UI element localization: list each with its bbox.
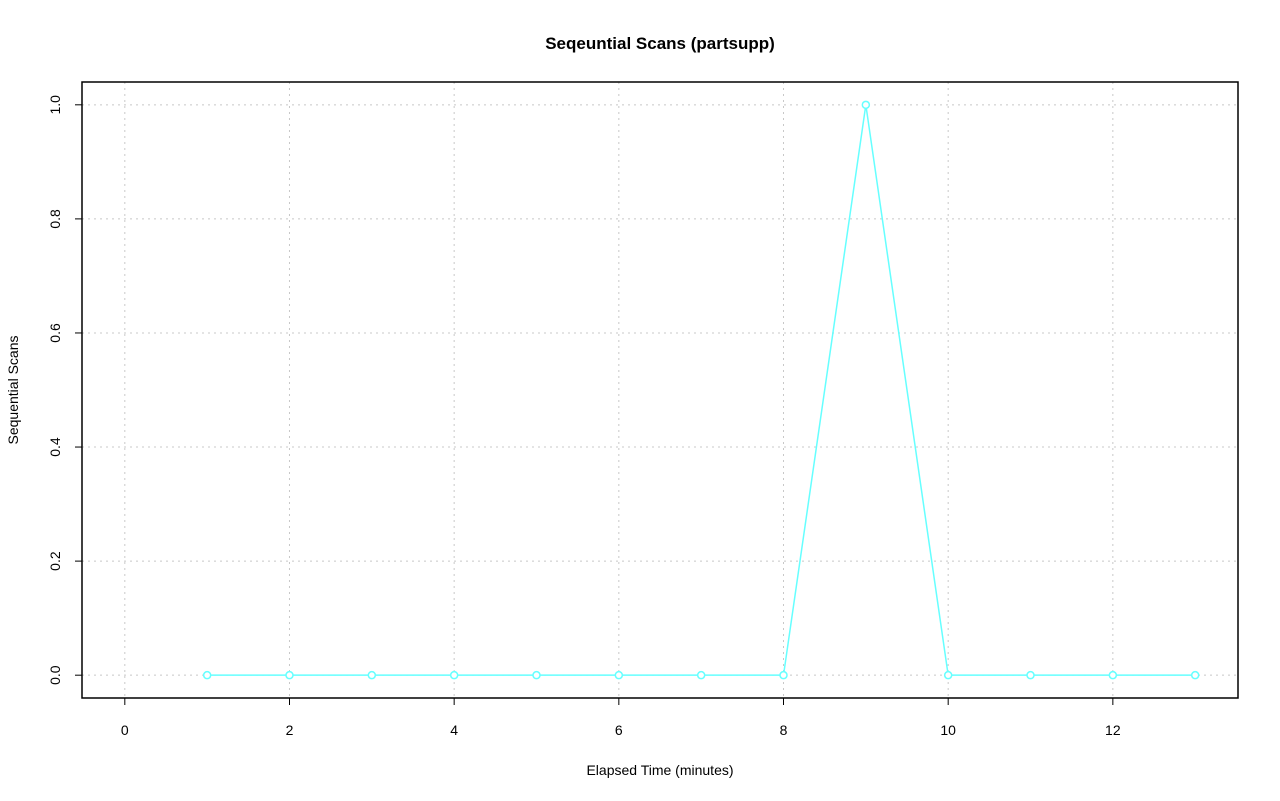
x-tick-label: 12 (1105, 722, 1121, 738)
data-point (1026, 670, 1035, 680)
plot-frame (81, 81, 1239, 699)
data-point (614, 670, 624, 680)
data-point (943, 670, 953, 680)
data-point (285, 670, 294, 680)
x-tick-label: 4 (450, 722, 458, 738)
data-point (449, 670, 459, 680)
y-tick-label: 0.4 (47, 437, 63, 457)
data-point (202, 670, 212, 680)
data-point (779, 670, 788, 680)
data-point (367, 670, 377, 680)
x-axis-label: Elapsed Time (minutes) (586, 762, 733, 778)
data-point (1190, 670, 1200, 680)
x-tick-label: 6 (615, 722, 623, 738)
y-tick-label: 0.0 (47, 665, 63, 685)
x-tick-label: 8 (780, 722, 788, 738)
chart-title: Seqeuntial Scans (partsupp) (545, 34, 775, 53)
y-axis-label: Sequential Scans (5, 336, 21, 445)
data-point (861, 100, 871, 110)
x-tick-label: 10 (940, 722, 956, 738)
y-tick-label: 1.0 (47, 95, 63, 115)
data-point (696, 670, 706, 680)
data-point (532, 670, 541, 680)
x-tick-label: 0 (121, 722, 129, 738)
x-tick-label: 2 (286, 722, 294, 738)
y-tick-label: 0.8 (47, 209, 63, 229)
y-tick-label: 0.2 (47, 551, 63, 571)
data-line (207, 104, 1196, 676)
y-tick-label: 0.6 (47, 323, 63, 343)
data-point (1108, 670, 1118, 680)
